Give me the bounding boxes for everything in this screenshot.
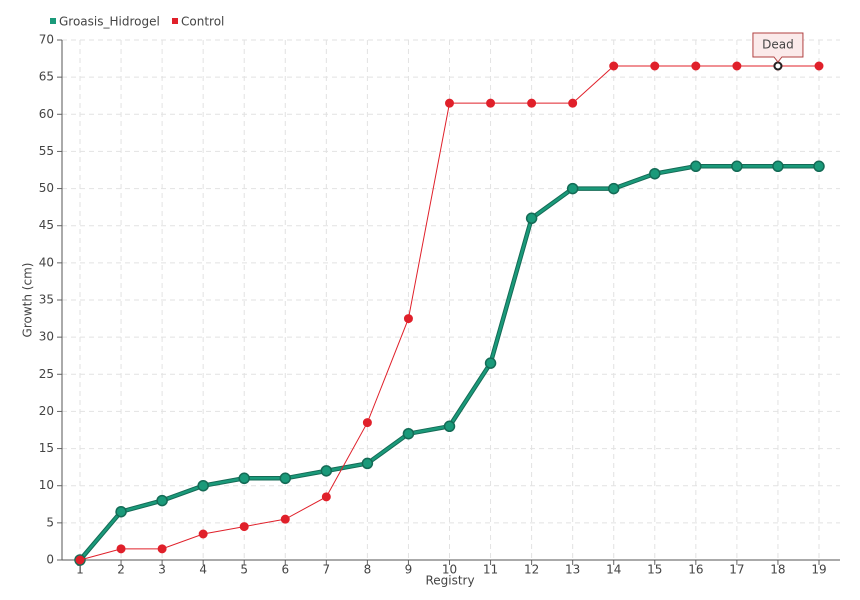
x-tick-label: 6 [281, 563, 289, 577]
annotated-point [773, 61, 783, 71]
data-point [568, 98, 578, 108]
data-point [238, 472, 250, 485]
data-point [607, 182, 620, 195]
x-tick-label: 11 [483, 563, 498, 577]
data-point [650, 61, 660, 71]
data-point [197, 479, 209, 492]
y-axis-label: Growth (cm) [21, 263, 35, 338]
data-point [280, 514, 290, 524]
data-point [320, 465, 333, 477]
data-point [566, 182, 579, 195]
data-point [525, 212, 538, 225]
y-tick-label: 55 [39, 144, 54, 158]
data-point [321, 492, 331, 502]
y-tick-label: 5 [46, 515, 54, 529]
x-axis-label: Registry [425, 574, 474, 588]
data-point [156, 494, 168, 507]
legend-swatch [50, 18, 56, 24]
data-point [649, 167, 661, 180]
y-tick-label: 60 [39, 107, 54, 121]
x-tick-label: 14 [606, 563, 621, 577]
y-tick-label: 0 [46, 553, 54, 567]
data-point [116, 544, 126, 554]
x-tick-label: 19 [811, 563, 826, 577]
y-tick-label: 10 [39, 478, 54, 492]
legend-label: Control [181, 15, 224, 29]
legend-swatch [172, 18, 178, 24]
data-point [813, 160, 825, 173]
data-point [691, 61, 701, 71]
y-tick-label: 20 [39, 404, 54, 418]
x-tick-label: 7 [323, 563, 331, 577]
x-tick-label: 3 [158, 563, 166, 577]
y-tick-label: 35 [39, 293, 54, 307]
data-point [772, 160, 784, 173]
annotation-box [752, 32, 804, 63]
y-tick-label: 70 [39, 33, 54, 47]
y-tick-label: 15 [39, 441, 54, 455]
x-tick-label: 8 [364, 563, 372, 577]
x-tick-label: 13 [565, 563, 580, 577]
data-point [239, 522, 249, 532]
data-point [609, 61, 619, 71]
y-tick-label: 25 [39, 367, 54, 381]
x-tick-label: 9 [405, 563, 413, 577]
y-tick-label: 40 [39, 255, 54, 269]
data-point [362, 418, 372, 428]
legend-label: Groasis_Hidrogel [59, 15, 160, 29]
y-tick-label: 50 [39, 181, 54, 195]
x-tick-label: 17 [729, 563, 744, 577]
data-point [443, 420, 456, 433]
x-tick-label: 4 [199, 563, 207, 577]
x-tick-label: 15 [647, 563, 662, 577]
data-point [814, 61, 824, 71]
data-point [731, 160, 743, 173]
x-tick-label: 1 [76, 563, 84, 577]
y-tick-label: 30 [39, 330, 54, 344]
data-point [198, 529, 208, 539]
data-point [279, 472, 292, 485]
x-tick-label: 10 [442, 563, 457, 577]
x-tick-label: 18 [770, 563, 785, 577]
data-point [484, 357, 497, 369]
x-tick-label: 16 [688, 563, 703, 577]
x-tick-label: 2 [117, 563, 125, 577]
data-point [361, 457, 374, 470]
data-point [732, 61, 742, 71]
data-point [115, 505, 127, 518]
data-point [157, 544, 167, 554]
data-point [445, 98, 454, 108]
data-point [402, 427, 415, 440]
y-tick-label: 65 [39, 70, 54, 84]
data-point [403, 314, 413, 324]
data-point [75, 555, 85, 565]
y-tick-label: 45 [39, 218, 54, 232]
annotation-text: Dead [762, 38, 794, 52]
x-tick-label: 12 [524, 563, 539, 577]
data-point [486, 98, 496, 108]
data-point [527, 98, 537, 108]
data-point [690, 160, 702, 173]
x-tick-label: 5 [240, 563, 248, 577]
